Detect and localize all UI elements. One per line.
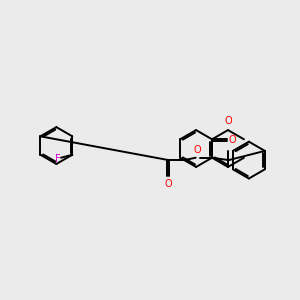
Text: O: O: [229, 135, 236, 145]
Text: F: F: [55, 154, 60, 164]
Text: O: O: [164, 179, 172, 189]
Text: O: O: [194, 145, 201, 155]
Text: O: O: [224, 116, 232, 126]
